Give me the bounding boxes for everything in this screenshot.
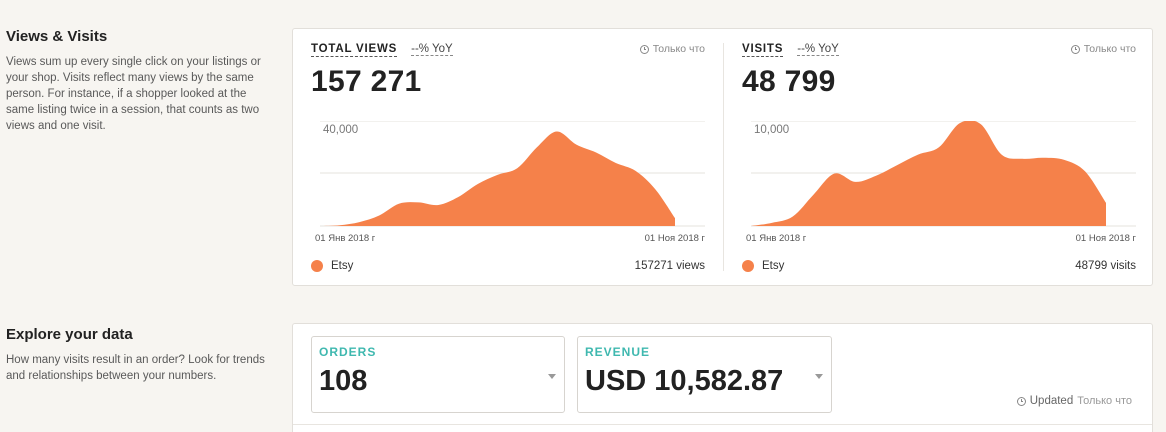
chevron-down-icon[interactable] xyxy=(815,374,823,379)
y-tick-label: 10,000 xyxy=(754,124,789,136)
visits-legend: Etsy xyxy=(742,260,784,272)
updated-time: Только что xyxy=(1077,395,1132,407)
visits-updated: Только что xyxy=(1070,43,1136,55)
revenue-label: REVENUE xyxy=(585,345,651,359)
section-title: Views & Visits xyxy=(6,28,108,45)
views-updated-text: Только что xyxy=(652,43,705,55)
panel-divider xyxy=(723,43,724,271)
x-end-label: 01 Ноя 2018 г xyxy=(1076,233,1136,241)
views-visits-intro: Views & Visits Views sum up every single… xyxy=(6,28,276,134)
orders-value: 108 xyxy=(319,365,368,397)
legend-label: Etsy xyxy=(331,260,354,272)
views-area-series xyxy=(320,131,675,226)
clock-icon xyxy=(1070,44,1080,54)
orders-label: ORDERS xyxy=(319,345,377,359)
section-description: How many visits result in an order? Look… xyxy=(6,354,265,382)
views-legend: Etsy xyxy=(311,260,353,272)
visits-updated-text: Только что xyxy=(1083,43,1136,55)
views-updated: Только что xyxy=(639,43,705,55)
views-yoy-toggle[interactable]: --% YoY xyxy=(411,43,453,56)
views-visits-card: TOTAL VIEWS --% YoY Только что 157 271 4… xyxy=(292,28,1153,286)
chevron-down-icon[interactable] xyxy=(548,374,556,379)
explore-card: ORDERS 108 REVENUE USD 10,582.87 Updated… xyxy=(292,323,1153,432)
orders-metric-select[interactable]: ORDERS 108 xyxy=(311,336,565,413)
visits-summary: 48799 visits xyxy=(1075,260,1136,272)
visits-metric-label[interactable]: VISITS xyxy=(742,43,784,57)
revenue-metric-select[interactable]: REVENUE USD 10,582.87 xyxy=(577,336,832,413)
visits-panel: VISITS --% YoY Только что 48 799 10,000 … xyxy=(724,29,1154,285)
y-tick-label: 40,000 xyxy=(323,124,358,136)
x-end-label: 01 Ноя 2018 г xyxy=(645,233,705,241)
card-divider xyxy=(293,424,1152,425)
section-description: Views sum up every single click on your … xyxy=(6,56,261,132)
views-metric-label[interactable]: TOTAL VIEWS xyxy=(311,43,398,57)
views-area-chart[interactable]: 40,000 01 Янв 2018 г 01 Ноя 2018 г xyxy=(315,121,705,241)
views-panel: TOTAL VIEWS --% YoY Только что 157 271 4… xyxy=(293,29,723,285)
visits-area-chart[interactable]: 10,000 01 Янв 2018 г 01 Ноя 2018 г xyxy=(746,121,1136,241)
section-title: Explore your data xyxy=(6,326,133,343)
legend-swatch xyxy=(311,260,323,272)
views-summary: 157271 views xyxy=(634,260,705,272)
explore-intro: Explore your data How many visits result… xyxy=(6,326,276,384)
revenue-value: USD 10,582.87 xyxy=(585,365,784,397)
x-start-label: 01 Янв 2018 г xyxy=(315,233,376,241)
visits-yoy-toggle[interactable]: --% YoY xyxy=(797,43,839,56)
legend-label: Etsy xyxy=(762,260,785,272)
visits-total: 48 799 xyxy=(742,65,836,98)
views-total: 157 271 xyxy=(311,65,422,98)
updated-label: Updated xyxy=(1029,395,1074,407)
legend-swatch xyxy=(742,260,754,272)
visits-area-series xyxy=(751,121,1106,226)
explore-updated: Updated Только что xyxy=(1016,395,1132,407)
x-start-label: 01 Янв 2018 г xyxy=(746,233,807,241)
clock-icon xyxy=(639,44,649,54)
clock-icon xyxy=(1016,396,1026,406)
